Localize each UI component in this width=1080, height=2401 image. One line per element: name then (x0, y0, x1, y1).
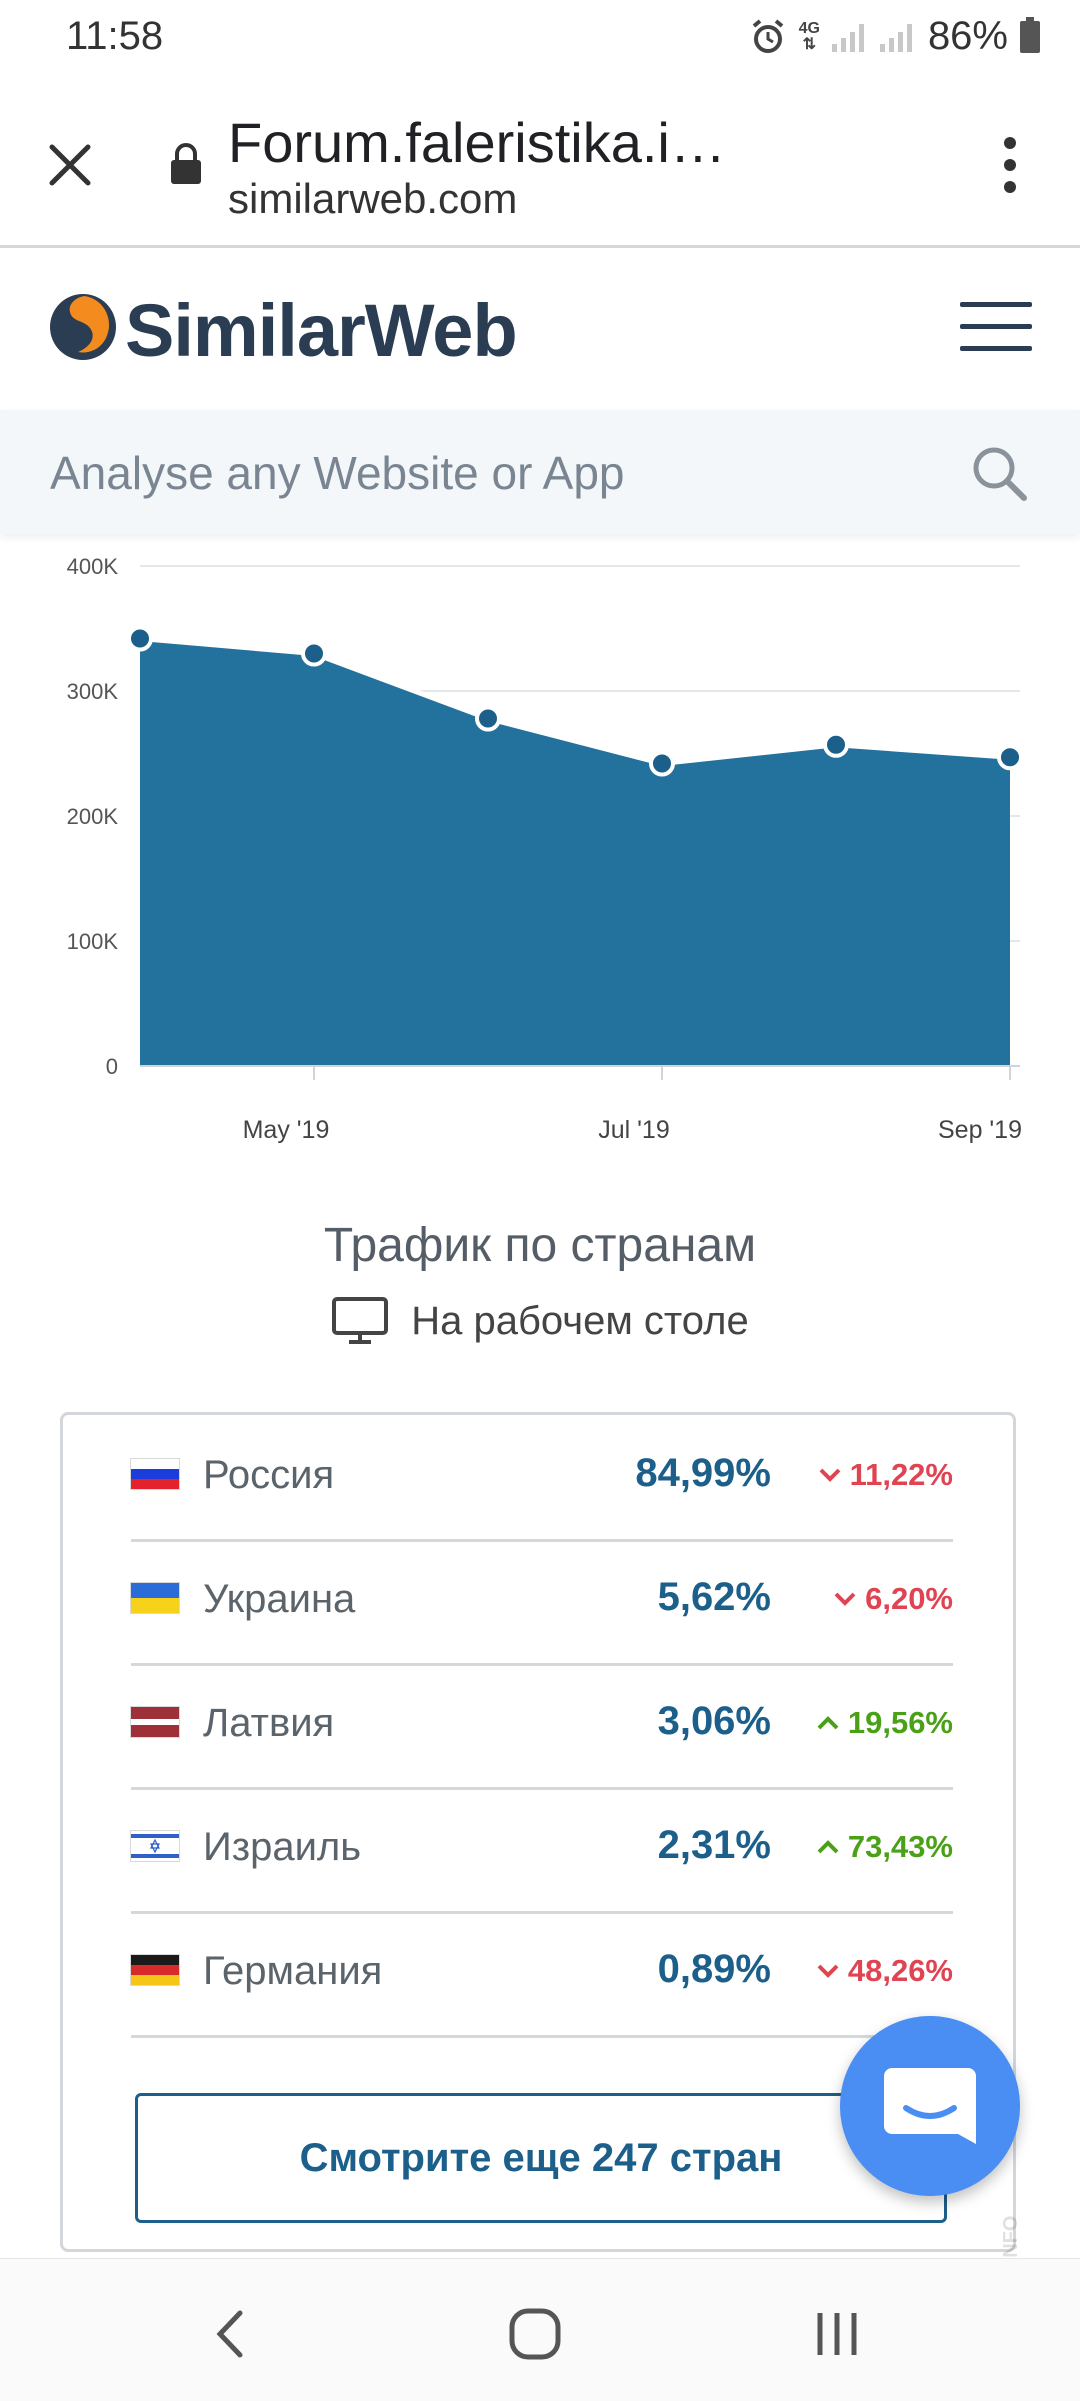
traffic-change: 6,20% (833, 1581, 953, 1617)
traffic-change: 11,22% (818, 1457, 953, 1493)
lock-icon (171, 143, 201, 184)
device-label: На рабочем столе (411, 1298, 749, 1343)
y-tick-label: 200K (67, 804, 119, 829)
battery-level: 86% (927, 14, 1008, 58)
similarweb-logo-icon[interactable] (48, 292, 118, 362)
menu-line (960, 302, 1032, 307)
recents-icon[interactable] (802, 2299, 872, 2369)
data-point (127, 625, 153, 652)
network-type: 4G ⇅ (798, 19, 820, 53)
site-header: SimilarWeb (0, 248, 1080, 410)
change-value: 11,22% (849, 1457, 953, 1492)
data-point (649, 750, 675, 777)
chevron-down-icon (834, 1592, 856, 1606)
browser-toolbar: Forum.faleristika.i… similarweb.com (0, 80, 1080, 248)
country-row[interactable]: Израиль 2,31% 73,43% (131, 1787, 953, 1914)
country-name: Германия (203, 1949, 383, 1993)
country-row[interactable]: Германия 0,89% 48,26% (131, 1911, 953, 2038)
data-point (997, 744, 1023, 771)
chevron-up-icon (817, 1716, 839, 1730)
more-options-button[interactable] (980, 130, 1040, 200)
signal-icon (831, 22, 868, 52)
status-time: 11:58 (66, 14, 164, 58)
country-row[interactable]: Россия 84,99% 11,22% (131, 1415, 953, 1542)
x-tick-label: May '19 (243, 1116, 330, 1144)
x-tick-label: Jul '19 (598, 1116, 669, 1144)
change-value: 73,43% (847, 1829, 953, 1864)
country-name: Израиль (203, 1825, 362, 1869)
series-line (139, 636, 1011, 767)
menu-line (960, 324, 1032, 329)
change-value: 19,56% (847, 1705, 953, 1740)
data-point (475, 705, 501, 732)
back-icon[interactable] (198, 2299, 268, 2369)
search-bar (0, 410, 1080, 534)
country-name: Латвия (203, 1701, 335, 1745)
russia-flag-icon (131, 1459, 179, 1489)
country-traffic-card: Россия 84,99% 11,22% Украина 5,62% 6,20%… (60, 1412, 1016, 2252)
see-more-countries-button[interactable]: Смотрите еще 247 стран (135, 2093, 947, 2223)
ukraine-flag-icon (131, 1583, 179, 1613)
change-value: 6,20% (865, 1581, 953, 1616)
traffic-change: 48,26% (816, 1953, 953, 1989)
device-filter: На рабочем столе (0, 1296, 1080, 1346)
traffic-chart: 400K 300K 200K 100K 0 May '19 Jul '19 Sep '19 (67, 554, 1023, 1144)
page-title[interactable]: Forum.faleristika.i… (228, 111, 726, 174)
page-domain[interactable]: similarweb.com (228, 175, 518, 222)
close-tab-button[interactable] (40, 135, 100, 195)
country-name: Россия (203, 1453, 335, 1497)
y-tick-label: 400K (67, 554, 119, 579)
traffic-share: 3,06% (657, 1699, 771, 1743)
chevron-down-icon (817, 1964, 839, 1978)
y-tick-label: 300K (67, 679, 119, 704)
section-title: Трафик по странам (323, 1219, 757, 1272)
germany-flag-icon (131, 1955, 179, 1985)
menu-line (960, 346, 1032, 351)
battery-icon (1020, 16, 1040, 53)
country-name: Украина (203, 1577, 356, 1621)
search-icon[interactable] (968, 442, 1030, 504)
brand-name[interactable]: SimilarWeb (125, 289, 518, 372)
data-point (823, 731, 849, 758)
traffic-share: 84,99% (635, 1451, 771, 1495)
alarm-icon (752, 18, 783, 53)
area-fill (140, 638, 1010, 1066)
desktop-icon (332, 1297, 389, 1344)
data-point (301, 640, 327, 667)
y-tick-label: 100K (67, 929, 119, 954)
traffic-share: 0,89% (657, 1947, 771, 1991)
traffic-change: 19,56% (816, 1705, 953, 1741)
chevron-up-icon (817, 1840, 839, 1854)
chat-button[interactable] (840, 2016, 1020, 2196)
israel-flag-icon (131, 1831, 179, 1861)
signal-icon (879, 22, 916, 52)
search-input[interactable] (48, 430, 932, 516)
traffic-share: 2,31% (657, 1823, 771, 1867)
change-value: 48,26% (847, 1953, 953, 1988)
system-nav-bar (0, 2258, 1080, 2401)
menu-button[interactable] (960, 302, 1032, 356)
status-indicators: 4G ⇅ 86% (749, 14, 1040, 59)
home-icon[interactable] (500, 2299, 570, 2369)
traffic-share: 5,62% (657, 1575, 771, 1619)
y-tick-label: 0 (106, 1054, 118, 1079)
x-tick-label: Sep '19 (938, 1116, 1022, 1144)
latvia-flag-icon (131, 1707, 179, 1737)
chevron-down-icon (819, 1468, 840, 1482)
country-row[interactable]: Украина 5,62% 6,20% (131, 1539, 953, 1666)
status-bar: 11:58 4G ⇅ 86% (0, 0, 1080, 80)
traffic-change: 73,43% (816, 1829, 953, 1865)
country-row[interactable]: Латвия 3,06% 19,56% (131, 1663, 953, 1790)
